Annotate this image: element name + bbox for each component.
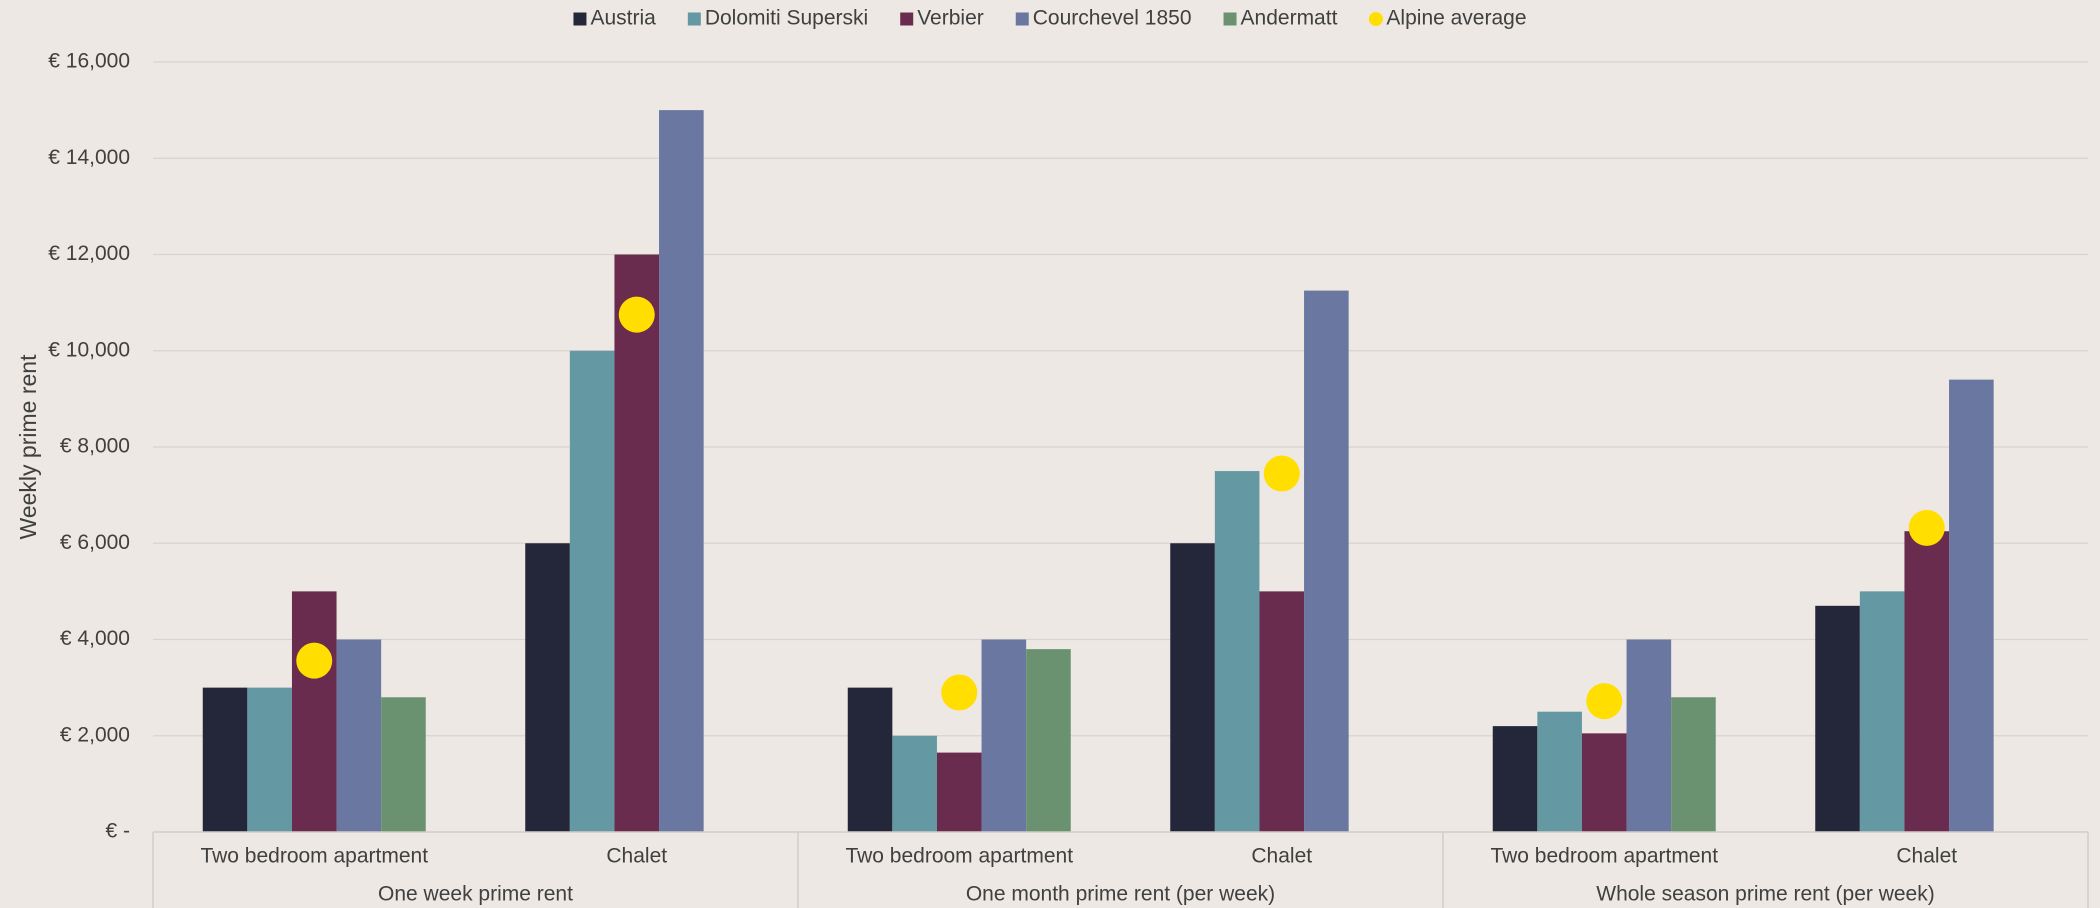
bar-dolomiti-superski bbox=[569, 350, 615, 832]
y-tick-label: € - bbox=[105, 820, 130, 843]
bar-dolomiti-superski bbox=[1537, 711, 1582, 832]
category-label: Chalet bbox=[1251, 845, 1312, 868]
alpine-average-marker bbox=[296, 642, 333, 679]
y-tick-label: € 6,000 bbox=[60, 531, 130, 554]
legend: Austria Dolomiti Superski Verbier Courcheve… bbox=[573, 7, 1527, 30]
bar-austria bbox=[525, 543, 570, 832]
alpine-average-marker bbox=[941, 674, 978, 711]
bar-andermatt bbox=[381, 697, 426, 832]
bar-courchevel-1850 bbox=[1304, 290, 1349, 832]
y-axis-label: Weekly prime rent bbox=[15, 354, 41, 540]
average-markers bbox=[296, 296, 1945, 720]
bar-dolomiti-superski bbox=[247, 687, 292, 832]
category-label: Chalet bbox=[1896, 845, 1957, 868]
y-tick-label: € 14,000 bbox=[48, 146, 130, 169]
bar-verbier bbox=[291, 591, 337, 832]
y-tick-label: € 2,000 bbox=[60, 723, 130, 746]
legend-label: Alpine average bbox=[1386, 7, 1526, 30]
legend-item: Verbier bbox=[900, 7, 984, 30]
bar-austria bbox=[847, 687, 893, 832]
bar-verbier bbox=[1581, 733, 1627, 832]
category-label: Two bedroom apartment bbox=[1490, 845, 1718, 868]
bar-courchevel-1850 bbox=[336, 639, 382, 832]
bar-austria bbox=[1492, 726, 1538, 832]
legend-label: Andermatt bbox=[1241, 7, 1338, 30]
bar-austria bbox=[202, 687, 248, 832]
legend-marker bbox=[1368, 12, 1383, 26]
group-label: One month prime rent (per week) bbox=[966, 883, 1275, 906]
bars bbox=[202, 110, 1994, 832]
bar-dolomiti-superski bbox=[1859, 591, 1905, 832]
bar-verbier bbox=[614, 254, 660, 832]
bar-courchevel-1850 bbox=[659, 110, 704, 832]
legend-swatch bbox=[1015, 12, 1029, 26]
group-label: Whole season prime rent (per week) bbox=[1596, 883, 1934, 906]
y-axis: € - € 2,000 € 4,000 € 6,000 € 8,000 € 10,000 €… bbox=[48, 50, 130, 843]
x-axis: Two bedroom apartment Chalet Two bedroom a… bbox=[152, 831, 2089, 908]
legend-swatch bbox=[687, 12, 701, 26]
bar-austria bbox=[1170, 543, 1215, 832]
bar-andermatt bbox=[1026, 649, 1071, 832]
legend-swatch bbox=[573, 12, 587, 26]
category-label: Chalet bbox=[606, 845, 667, 868]
legend-label: Austria bbox=[590, 7, 656, 30]
legend-item: Andermatt bbox=[1223, 7, 1338, 30]
legend-swatch bbox=[1223, 12, 1237, 26]
bar-austria bbox=[1815, 605, 1860, 832]
alpine-average-marker bbox=[1908, 509, 1945, 546]
bar-courchevel-1850 bbox=[981, 639, 1027, 832]
bar-verbier bbox=[1259, 591, 1305, 832]
alpine-average-marker bbox=[1263, 455, 1300, 492]
bar-dolomiti-superski bbox=[892, 735, 937, 832]
bar-verbier bbox=[936, 752, 982, 832]
legend-label: Courchevel 1850 bbox=[1033, 7, 1192, 30]
category-label: Two bedroom apartment bbox=[200, 845, 428, 868]
y-tick-label: € 12,000 bbox=[48, 242, 130, 265]
bar-courchevel-1850 bbox=[1949, 379, 1994, 832]
legend-label: Dolomiti Superski bbox=[705, 7, 868, 30]
bar-verbier bbox=[1904, 531, 1950, 832]
legend-item: Dolomiti Superski bbox=[687, 7, 868, 30]
y-tick-label: € 4,000 bbox=[60, 627, 130, 650]
bar-dolomiti-superski bbox=[1214, 471, 1260, 832]
alpine-average-marker bbox=[618, 296, 655, 333]
legend-item: Courchevel 1850 bbox=[1015, 7, 1192, 30]
y-tick-label: € 10,000 bbox=[48, 338, 130, 361]
legend-label: Verbier bbox=[917, 7, 984, 30]
legend-item: Alpine average bbox=[1368, 7, 1527, 30]
alpine-average-marker bbox=[1586, 683, 1623, 720]
group-label: One week prime rent bbox=[378, 883, 573, 906]
bar-courchevel-1850 bbox=[1626, 639, 1672, 832]
legend-swatch bbox=[900, 12, 914, 26]
gridlines bbox=[153, 61, 2088, 737]
y-tick-label: € 16,000 bbox=[48, 50, 130, 73]
category-label: Two bedroom apartment bbox=[845, 845, 1073, 868]
legend-item: Austria bbox=[573, 7, 656, 30]
bar-andermatt bbox=[1671, 697, 1716, 832]
y-tick-label: € 8,000 bbox=[60, 435, 130, 458]
